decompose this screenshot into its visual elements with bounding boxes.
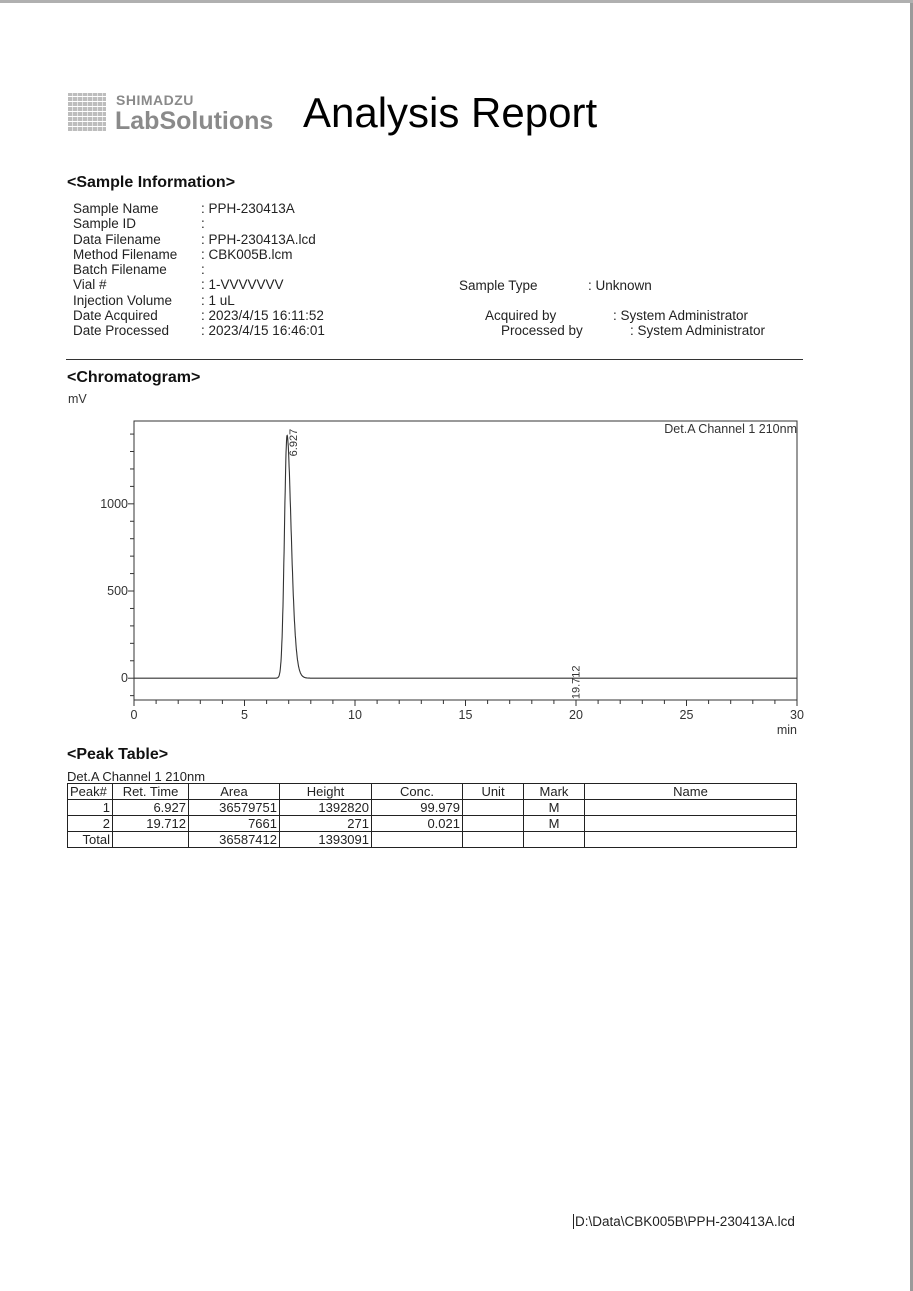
- x-tick-label: 0: [131, 708, 138, 722]
- y-axis-label: mV: [68, 392, 87, 406]
- plot-frame: [133, 420, 798, 701]
- chart-legend: Det.A Channel 1 210nm: [664, 422, 797, 436]
- cell: 0.021: [371, 815, 463, 832]
- cell: [462, 815, 524, 832]
- info-label: Date Acquired: [73, 308, 158, 324]
- col-area: Area: [188, 783, 280, 800]
- info-value: :: [201, 262, 205, 278]
- cell: [523, 831, 585, 848]
- y-tick-label: 0: [121, 671, 128, 685]
- x-tick-label: 5: [241, 708, 248, 722]
- info-label: Sample Name: [73, 201, 159, 216]
- col-name: Name: [584, 783, 797, 800]
- cell: 1: [67, 799, 113, 816]
- sample-type-label: Sample Type: [459, 278, 538, 293]
- cell: 99.979: [371, 799, 463, 816]
- cell: 2: [67, 815, 113, 832]
- section-divider: [66, 359, 803, 360]
- info-label: Vial #: [73, 277, 107, 293]
- cell: 1393091: [279, 831, 372, 848]
- cell: 7661: [188, 815, 280, 832]
- col-unit: Unit: [462, 783, 524, 800]
- x-tick-label: 15: [459, 708, 473, 722]
- info-value: : 2023/4/15 16:46:01: [201, 323, 325, 339]
- peak-table: Peak# Ret. Time Area Height Conc. Unit M…: [67, 783, 797, 848]
- sample-info-heading: <Sample Information>: [67, 174, 236, 191]
- x-tick-label: 30: [790, 708, 804, 722]
- cell: 271: [279, 815, 372, 832]
- sample-info-labels: Sample Name Sample ID Data Filename Meth…: [73, 201, 177, 339]
- peak-label: 6.927: [288, 429, 300, 457]
- shimadzu-logo-icon: [68, 93, 106, 131]
- acquired-by-value: : System Administrator: [613, 308, 749, 323]
- cell: Total: [67, 831, 113, 848]
- sample-type-value: : Unknown: [588, 278, 652, 293]
- cell: 1392820: [279, 799, 372, 816]
- info-value: : PPH-230413A.lcd: [201, 231, 316, 247]
- info-value: : PPH-230413A: [201, 201, 295, 216]
- info-value: : CBK005B.lcm: [201, 246, 293, 262]
- info-label: Method Filename: [73, 246, 178, 262]
- cell: M: [523, 815, 585, 832]
- col-conc: Conc.: [371, 783, 463, 800]
- processed-by-value: : System Administrator: [630, 323, 766, 338]
- cell: [371, 831, 463, 848]
- table-header-row: Peak# Ret. Time Area Height Conc. Unit M…: [67, 783, 797, 800]
- cell: M: [523, 799, 585, 816]
- cell: 36579751: [188, 799, 280, 816]
- info-value: : 1-VVVVVVV: [201, 277, 284, 293]
- footer-file-path: D:\Data\CBK005B\PPH-230413A.lcd: [573, 1214, 795, 1229]
- info-value: : 1 uL: [201, 292, 235, 308]
- cell: 36587412: [188, 831, 280, 848]
- x-axis-label: min: [777, 723, 797, 737]
- peak-table-heading: <Peak Table>: [67, 746, 169, 763]
- col-height: Height: [279, 783, 372, 800]
- processed-by-label: Processed by: [501, 323, 583, 338]
- acquired-by-label: Acquired by: [485, 308, 557, 323]
- col-mark: Mark: [523, 783, 585, 800]
- info-label: Data Filename: [73, 231, 161, 247]
- table-row: 2 19.712 7661 271 0.021 M: [67, 815, 797, 832]
- cell: [584, 831, 797, 848]
- col-peak: Peak#: [67, 783, 113, 800]
- cell: [584, 815, 797, 832]
- table-total-row: Total 36587412 1393091: [67, 831, 797, 848]
- y-tick-label: 1000: [100, 497, 128, 511]
- peak-table-channel: Det.A Channel 1 210nm: [67, 769, 206, 784]
- logo-product: LabSolutions: [115, 107, 274, 135]
- info-label: Batch Filename: [73, 262, 167, 278]
- sample-info-values: : PPH-230413A : : PPH-230413A.lcd : CBK0…: [201, 201, 325, 339]
- x-tick-label: 20: [569, 708, 583, 722]
- page-edge: [910, 3, 913, 1291]
- peak-label: 19.712: [571, 665, 583, 699]
- col-ret-time: Ret. Time: [112, 783, 189, 800]
- info-value: :: [201, 216, 205, 232]
- chromatogram-chart: mV min Det.A Channel 1 210nm 0 5 10 15 20 25 3…: [68, 392, 804, 737]
- x-tick-label: 25: [680, 708, 694, 722]
- cell: 19.712: [112, 815, 189, 832]
- cell: [584, 799, 797, 816]
- chromatogram-heading: <Chromatogram>: [67, 369, 201, 386]
- chromatogram-trace: [134, 434, 797, 679]
- info-label: Date Processed: [73, 323, 170, 339]
- table-row: 1 6.927 36579751 1392820 99.979 M: [67, 799, 797, 816]
- cell: [112, 831, 189, 848]
- cell: [462, 831, 524, 848]
- logo-brand: SHIMADZU: [116, 92, 194, 108]
- cell: 6.927: [112, 799, 189, 816]
- info-value: : 2023/4/15 16:11:52: [201, 308, 324, 324]
- report-title: Analysis Report: [303, 89, 598, 136]
- info-label: Sample ID: [73, 216, 137, 232]
- cell: [462, 799, 524, 816]
- y-tick-label: 500: [107, 584, 128, 598]
- x-tick-label: 10: [348, 708, 362, 722]
- info-label: Injection Volume: [73, 292, 173, 308]
